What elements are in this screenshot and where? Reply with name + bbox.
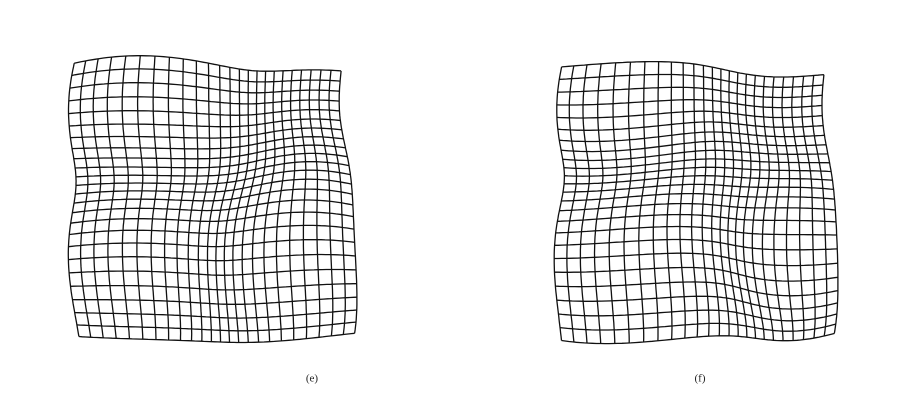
grid-line	[553, 66, 566, 341]
grid-line	[68, 108, 340, 116]
grid-line	[69, 118, 341, 128]
grid-line	[561, 332, 835, 345]
grid-line	[554, 238, 838, 251]
grid-line	[557, 213, 837, 223]
grid-line	[67, 63, 80, 337]
grid-line	[76, 321, 357, 332]
grid-line	[781, 76, 794, 341]
grid-line	[68, 253, 356, 262]
warped-grid-panel	[553, 60, 839, 345]
grid-line	[555, 225, 837, 236]
grid-line	[555, 281, 839, 297]
grid-line	[71, 68, 341, 83]
grid-line	[163, 57, 173, 340]
grid-line	[559, 322, 836, 332]
grid-line	[711, 67, 721, 336]
grid-line	[70, 211, 354, 224]
grid-line	[727, 70, 739, 337]
grid-line	[215, 67, 232, 342]
grid-line	[75, 169, 351, 187]
grid-line	[719, 68, 730, 336]
grid-line	[68, 96, 340, 105]
grid-line	[74, 55, 342, 72]
grid-line	[69, 82, 340, 94]
grid-line	[251, 71, 267, 343]
grid-line	[564, 175, 833, 185]
grid-line	[75, 152, 348, 169]
grid-line	[561, 192, 835, 202]
panel-label: (f)	[695, 373, 706, 385]
grid-line	[771, 76, 784, 341]
grid-line	[68, 239, 355, 248]
grid-line	[92, 58, 104, 338]
grid-line	[742, 74, 757, 339]
grid-line	[106, 56, 117, 339]
grid-line	[308, 69, 321, 338]
grid-line	[791, 76, 805, 340]
grid-line	[811, 75, 828, 337]
grid-line	[559, 202, 836, 212]
grid-line	[223, 68, 241, 343]
grid-line	[78, 332, 355, 344]
grid-line	[150, 56, 158, 340]
grid-line	[70, 283, 357, 291]
grid-line	[75, 178, 352, 195]
grid-line	[72, 296, 357, 305]
grid-line	[338, 70, 358, 334]
grid-line	[821, 74, 839, 334]
grid-line	[318, 69, 334, 336]
grid-line	[75, 161, 350, 178]
grid-line	[263, 71, 276, 342]
grid-line	[556, 295, 838, 310]
grid-line	[734, 72, 748, 338]
grid-line	[69, 224, 355, 236]
panel-label: (e)	[306, 373, 319, 385]
grid-line	[701, 65, 710, 337]
grid-line	[563, 183, 834, 193]
grid-line	[197, 63, 211, 342]
grid-line	[121, 56, 131, 339]
warped-grid-panel	[67, 55, 358, 344]
grid-line	[328, 70, 346, 335]
grid-line	[136, 55, 144, 340]
grid-line	[69, 268, 357, 276]
grid-line	[79, 60, 92, 338]
grid-line	[801, 76, 816, 339]
grid-line	[74, 309, 357, 319]
grid-line	[558, 309, 837, 322]
grid-line	[554, 266, 838, 282]
grid-line	[554, 252, 838, 267]
